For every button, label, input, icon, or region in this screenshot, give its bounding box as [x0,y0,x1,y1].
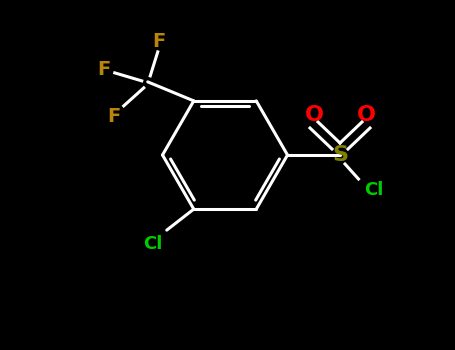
Text: O: O [304,105,324,125]
Text: F: F [152,32,165,51]
Text: O: O [357,105,375,125]
Text: F: F [107,107,121,126]
Text: F: F [97,60,111,79]
Text: Cl: Cl [143,235,162,253]
Text: Cl: Cl [364,181,383,199]
Text: S: S [332,145,348,165]
